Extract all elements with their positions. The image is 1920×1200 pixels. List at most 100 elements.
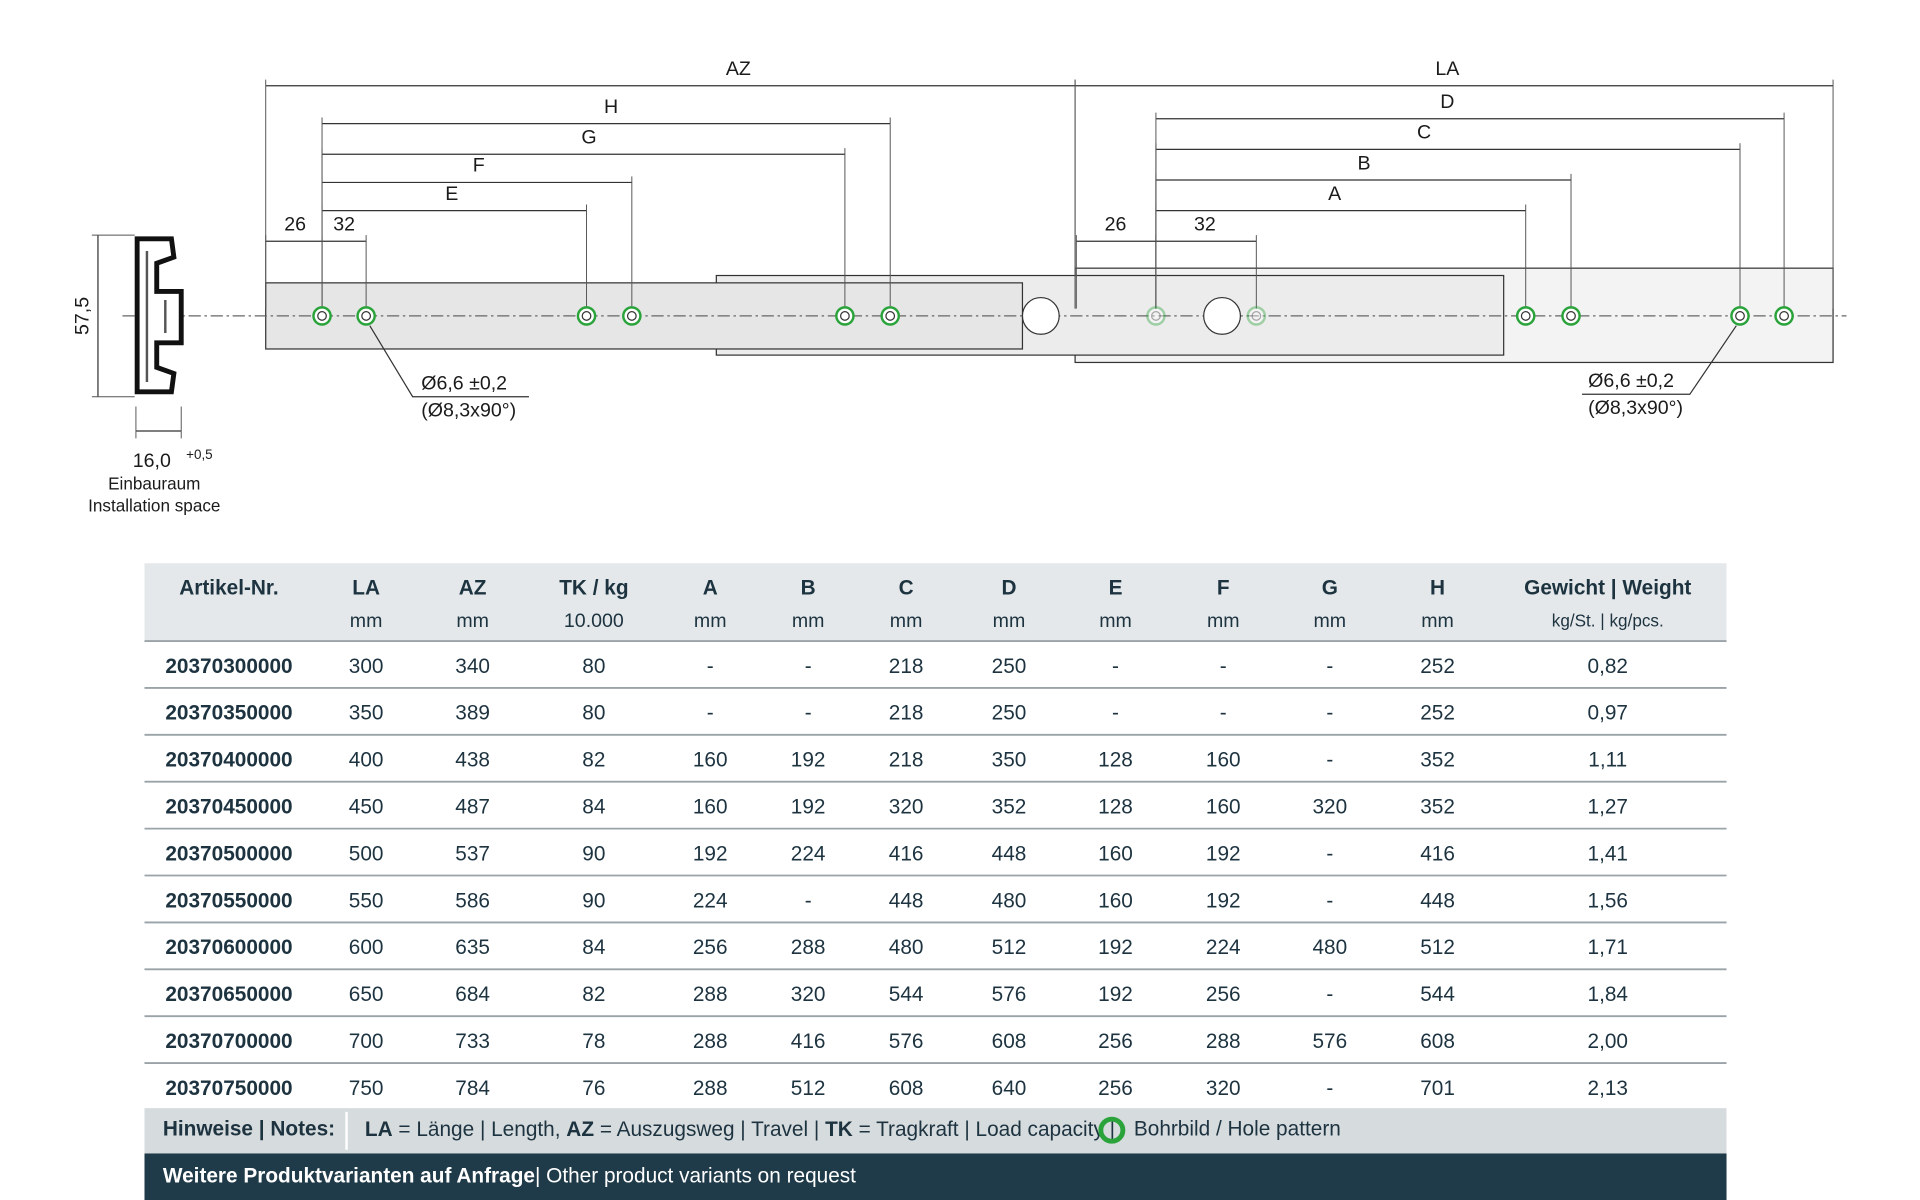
cell: 512 [992, 936, 1027, 959]
column-unit: 10.000 [564, 610, 624, 632]
cell: 160 [1098, 889, 1133, 912]
cell: 650 [349, 983, 384, 1006]
cell: 160 [1098, 842, 1133, 865]
cell: 416 [889, 842, 924, 865]
cell: 352 [1420, 749, 1455, 772]
cell: 1,71 [1588, 936, 1628, 959]
hole [1730, 306, 1750, 326]
dim-label: E [445, 183, 458, 205]
cell: 550 [349, 889, 384, 912]
cell: 20370700000 [165, 1030, 292, 1053]
notes-label: Hinweise | Notes: [163, 1118, 335, 1141]
cell: 192 [791, 796, 826, 819]
cell: 500 [349, 842, 384, 865]
dim-label: LA [1435, 58, 1460, 80]
cell: 192 [791, 749, 826, 772]
hole [356, 306, 376, 326]
cell: 701 [1420, 1077, 1455, 1100]
cell: - [707, 702, 714, 725]
cell: 218 [889, 749, 924, 772]
cell: 350 [349, 702, 384, 725]
cell: 256 [693, 936, 728, 959]
cell: 576 [992, 983, 1027, 1006]
cell: 288 [791, 936, 826, 959]
dim-label: C [1417, 122, 1431, 144]
cell: 1,56 [1588, 889, 1628, 912]
cell: 192 [1098, 936, 1133, 959]
table: Hinweise | Notes: LA = Länge | Length, A… [144, 563, 1727, 1200]
hole-note: (Ø8,3x90°) [1588, 397, 1683, 419]
cell: 320 [1312, 796, 1347, 819]
dim-label: A [1328, 183, 1342, 205]
cell: 256 [1206, 983, 1241, 1006]
cell: 487 [455, 796, 490, 819]
cell: 352 [992, 796, 1027, 819]
hole [1246, 306, 1267, 326]
column-unit: mm [993, 610, 1026, 632]
column-header: Artikel-Nr. [179, 576, 278, 599]
cell: 480 [889, 936, 924, 959]
cell: 84 [582, 796, 605, 819]
cell: - [707, 655, 714, 678]
inner-rail [265, 282, 1024, 350]
column-header: F [1217, 576, 1230, 599]
cell: 300 [349, 655, 384, 678]
hole-inner [1251, 311, 1262, 321]
column-header: LA [352, 576, 380, 599]
note: = Tragkraft | Load capacity | [859, 1118, 1115, 1141]
cell: 700 [349, 1030, 384, 1053]
cell: 128 [1098, 796, 1133, 819]
column-header: G [1322, 576, 1338, 599]
cell: 320 [1206, 1077, 1241, 1100]
hole-note: Ø6,6 ±0,2 [421, 373, 507, 395]
column-unit: mm [1099, 610, 1132, 632]
column-unit: mm [1207, 610, 1240, 632]
cell: 84 [582, 936, 605, 959]
cell: 160 [1206, 749, 1241, 772]
leader [369, 325, 529, 398]
cell: - [1326, 749, 1333, 772]
cell: 480 [1312, 936, 1347, 959]
cell: 256 [1098, 1030, 1133, 1053]
cell: 352 [1420, 796, 1455, 819]
cell: 82 [582, 983, 605, 1006]
cell: 252 [1420, 655, 1455, 678]
cell: 2,13 [1588, 1077, 1628, 1100]
cell: - [805, 655, 812, 678]
cell: 20370650000 [165, 983, 292, 1006]
cell: 586 [455, 889, 490, 912]
hole-inner [626, 311, 637, 321]
hole [835, 306, 855, 326]
dim-label: G [581, 127, 596, 149]
hole [622, 306, 642, 326]
cell: 20370750000 [165, 1077, 292, 1100]
column-header: C [899, 576, 914, 599]
cell: 0,97 [1588, 702, 1628, 725]
cell: 1,27 [1588, 796, 1628, 819]
hole-icon [1098, 1116, 1126, 1144]
cell: 20370350000 [165, 702, 292, 725]
profile-detail [145, 251, 167, 383]
hole [576, 306, 597, 326]
cell: 20370400000 [165, 749, 292, 772]
cell: 224 [791, 842, 826, 865]
cell: 608 [889, 1077, 924, 1100]
hole-inner [1779, 311, 1789, 321]
cell: 389 [455, 702, 490, 725]
column-unit: mm [456, 610, 489, 632]
footer-bold: Weitere Produktvarianten auf Anfrage [163, 1164, 535, 1187]
notes-band [144, 1108, 1727, 1154]
cell: 576 [1312, 1030, 1347, 1053]
hole [1561, 306, 1581, 326]
cell: - [1220, 702, 1227, 725]
cell: 80 [582, 655, 605, 678]
hole [1515, 306, 1536, 326]
cell: 608 [992, 1030, 1027, 1053]
hole-inner [1566, 311, 1576, 321]
cell: 250 [992, 702, 1027, 725]
cell: 684 [455, 983, 490, 1006]
cell: - [1326, 702, 1333, 725]
column-unit: mm [792, 610, 825, 632]
abbr: AZ [566, 1118, 594, 1141]
note: Bohrbild / Hole pattern [1134, 1118, 1341, 1141]
